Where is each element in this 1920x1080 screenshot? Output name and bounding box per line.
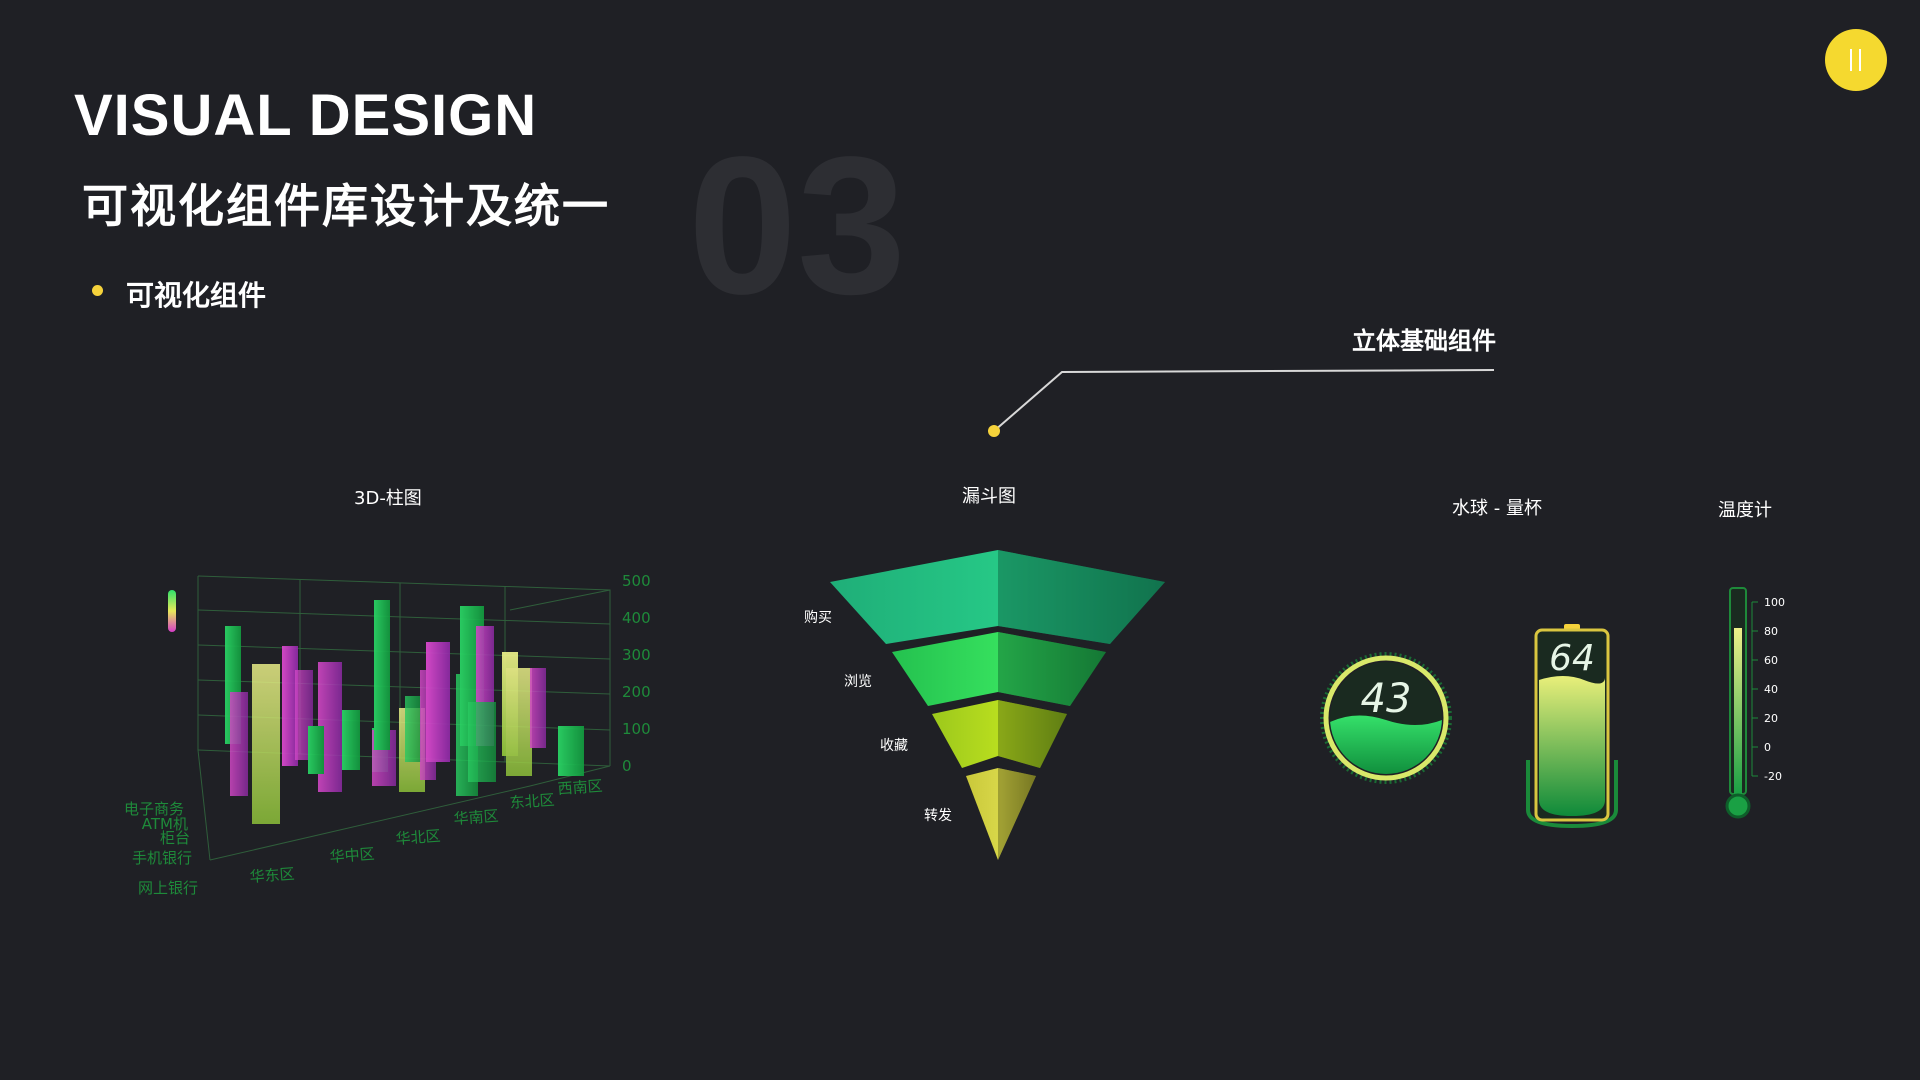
funnel-stage	[932, 700, 1067, 768]
thermometer-gauge: 100 80 60 40 20 0 -20	[1725, 587, 1785, 819]
bar3d-ytick: 500	[622, 572, 651, 590]
bar3d-title: 3D-柱图	[354, 488, 422, 509]
pause-icon	[1850, 49, 1861, 71]
thermometer-title: 温度计	[1718, 500, 1772, 521]
waterball-value: 43	[1361, 676, 1412, 722]
bar3d-chart: 500 400 300 200 100 0 电子商务 ATM机 柜台	[124, 572, 651, 897]
thermometer-tick: -20	[1764, 770, 1782, 783]
thermometer-tick: 40	[1764, 683, 1778, 696]
thermometer-tick: 0	[1764, 741, 1771, 754]
page-title-cn: 可视化组件库设计及统一	[82, 179, 610, 233]
thermometer-tick: 60	[1764, 654, 1778, 667]
callout-dot-icon	[988, 425, 1000, 437]
measuring-cup-gauge: 64	[1526, 624, 1618, 829]
bar3d-xlabel: 西南区	[557, 777, 603, 798]
funnel-stage	[966, 768, 1036, 860]
funnel-stage	[892, 632, 1106, 706]
bar3d-xlabel: 华东区	[249, 865, 295, 886]
bar3d-legend	[168, 590, 176, 632]
bar3d-zlabel: 网上银行	[138, 879, 198, 897]
bullet-dot-icon	[92, 285, 103, 296]
bar3d-ytick: 400	[622, 609, 651, 627]
callout-label: 立体基础组件	[1352, 327, 1496, 355]
bar3d-ytick: 0	[622, 757, 632, 775]
callout-leader-line	[988, 369, 1495, 437]
funnel-stage-label: 浏览	[844, 674, 872, 690]
thermometer-tick: 80	[1764, 625, 1778, 638]
bar3d-ytick: 300	[622, 646, 651, 664]
bar3d-zlabel: 手机银行	[132, 849, 192, 867]
bar3d-ytick: 100	[622, 720, 651, 738]
waterball-title: 水球 - 量杯	[1452, 498, 1542, 519]
thermometer-tick: 100	[1764, 596, 1785, 609]
funnel-stage	[830, 550, 1165, 644]
funnel-stage-label: 购买	[804, 610, 832, 626]
bar3d-xlabel: 华中区	[329, 845, 375, 866]
bar3d-zlabel: 柜台	[160, 829, 190, 847]
pause-button[interactable]	[1825, 29, 1887, 91]
section-number: 03	[688, 116, 907, 335]
funnel-stage-label: 转发	[924, 808, 952, 824]
bar3d-bars	[225, 600, 584, 824]
bar3d-zlabel: ATM机	[142, 815, 188, 833]
funnel-title: 漏斗图	[962, 486, 1016, 507]
thermometer-tick: 20	[1764, 712, 1778, 725]
bar3d-xlabel: 华南区	[453, 807, 499, 828]
funnel-chart: 购买 浏览 收藏 转发	[804, 550, 1165, 860]
bar3d-zlabel: 电子商务	[124, 800, 184, 818]
bar3d-xlabel: 华北区	[395, 827, 441, 848]
bar3d-xlabel: 东北区	[509, 791, 555, 812]
bar3d-ytick: 200	[622, 683, 651, 701]
bullet-label: 可视化组件	[126, 279, 267, 312]
cup-value: 64	[1549, 638, 1595, 679]
funnel-stage-label: 收藏	[880, 738, 908, 754]
page-title-en: VISUAL DESIGN	[74, 83, 538, 148]
waterball-gauge: 43	[1320, 652, 1452, 784]
